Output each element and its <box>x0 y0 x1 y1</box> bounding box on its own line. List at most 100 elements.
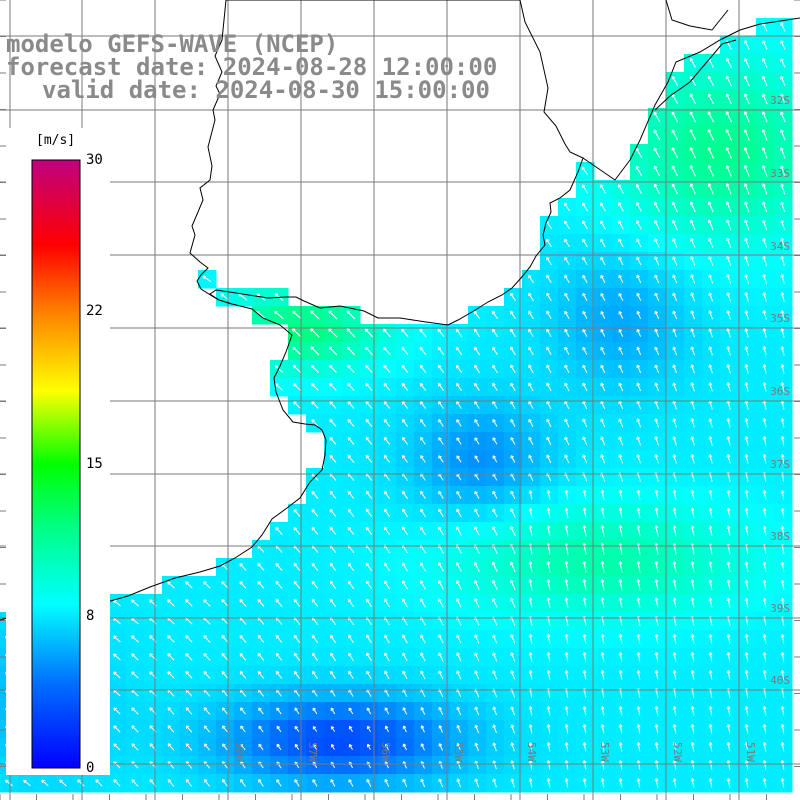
wind-arrow <box>347 437 355 445</box>
wind-arrow <box>690 292 696 302</box>
wind-arrow <box>347 364 355 374</box>
wind-arrow <box>239 581 247 589</box>
wind-arrow <box>762 255 767 266</box>
wind-arrow <box>600 597 605 609</box>
wind-arrow <box>438 778 444 788</box>
wind-arrow <box>492 760 497 770</box>
wind-arrow <box>293 652 301 661</box>
wind-arrow <box>744 742 749 752</box>
wind-arrow <box>438 419 444 427</box>
wind-arrow <box>564 507 569 519</box>
wind-arrow <box>257 563 265 571</box>
wind-arrow <box>203 743 210 751</box>
wind-arrow <box>600 778 605 788</box>
wind-arrow <box>456 670 462 680</box>
wind-arrow <box>240 707 246 715</box>
wind-arrow <box>366 598 372 608</box>
wind-arrow <box>618 597 623 609</box>
wind-arrow <box>636 292 642 301</box>
wind-arrow <box>690 579 695 591</box>
wind-arrow <box>492 455 498 463</box>
wind-arrow <box>726 597 731 608</box>
colorbar-tick-15: 15 <box>86 456 103 472</box>
wind-arrow <box>744 201 750 213</box>
wind-arrow <box>564 525 569 537</box>
wind-arrow <box>329 598 337 608</box>
wind-arrow <box>708 310 713 320</box>
wind-arrow <box>329 383 337 391</box>
wind-arrow <box>708 292 714 302</box>
wind-arrow <box>546 579 551 591</box>
wind-arrow <box>744 292 749 302</box>
wind-arrow <box>474 652 480 662</box>
wind-arrow <box>780 310 785 320</box>
wind-arrow <box>744 724 749 734</box>
wind-arrow <box>491 310 499 320</box>
wind-arrow <box>762 706 767 716</box>
wind-arrow <box>185 599 193 607</box>
wind-arrow <box>618 346 624 355</box>
wind-arrow <box>365 436 373 445</box>
wind-arrow <box>276 707 282 715</box>
coastline <box>0 0 800 621</box>
wind-arrow <box>653 147 661 159</box>
wind-arrow <box>167 725 175 733</box>
wind-arrow <box>474 778 479 788</box>
longitude-label: 55W <box>452 742 465 762</box>
wind-arrow <box>654 742 659 752</box>
wind-arrow <box>95 779 103 787</box>
wind-arrow <box>582 706 587 716</box>
wind-arrow <box>762 525 767 536</box>
wind-arrow <box>402 778 408 788</box>
wind-arrow <box>528 561 533 573</box>
wind-arrow <box>185 581 193 589</box>
wind-arrow <box>690 760 695 770</box>
wind-arrow <box>780 706 785 716</box>
wind-arrow <box>474 437 480 445</box>
wind-arrow <box>221 635 229 643</box>
wind-arrow <box>618 742 623 752</box>
wind-arrow <box>618 328 624 337</box>
wind-arrow <box>636 760 641 770</box>
wind-arrow <box>528 292 534 302</box>
wind-arrow <box>636 454 641 464</box>
wind-arrow <box>365 526 373 536</box>
wind-arrow <box>564 220 570 230</box>
wind-arrow <box>636 310 642 319</box>
wind-arrow <box>618 364 624 374</box>
wind-arrow <box>708 219 714 231</box>
wind-arrow <box>726 328 731 338</box>
wind-arrow <box>329 562 337 572</box>
wind-arrow <box>600 706 605 716</box>
wind-arrow <box>564 454 570 464</box>
wind-arrow <box>600 436 606 446</box>
longitude-label: 56W <box>379 742 392 762</box>
wind-arrow <box>528 525 533 537</box>
wind-arrow <box>618 652 623 662</box>
wind-arrow <box>689 75 697 86</box>
wind-arrow <box>384 707 390 715</box>
wind-arrow <box>221 671 229 679</box>
wind-arrow <box>725 147 732 159</box>
wind-arrow <box>654 652 659 662</box>
wind-arrow <box>383 508 391 518</box>
wind-arrow <box>420 725 425 733</box>
colorbar-unit: [m/s] <box>34 133 78 148</box>
colorbar-tick-22: 22 <box>86 303 103 319</box>
wind-arrow <box>331 743 335 750</box>
wind-arrow <box>726 418 731 428</box>
wind-arrow <box>671 183 678 195</box>
wind-arrow <box>654 579 659 591</box>
wind-arrow <box>672 778 677 788</box>
wind-arrow <box>347 401 355 409</box>
wind-arrow <box>762 75 768 87</box>
wind-arrow <box>294 743 300 750</box>
wind-arrow <box>672 670 677 680</box>
wind-arrow <box>564 778 569 788</box>
wind-arrow <box>456 742 461 751</box>
wind-arrow <box>672 328 677 338</box>
wind-arrow <box>113 743 121 751</box>
wind-arrow <box>420 670 426 680</box>
wind-arrow <box>780 75 786 86</box>
wind-arrow <box>654 364 660 374</box>
